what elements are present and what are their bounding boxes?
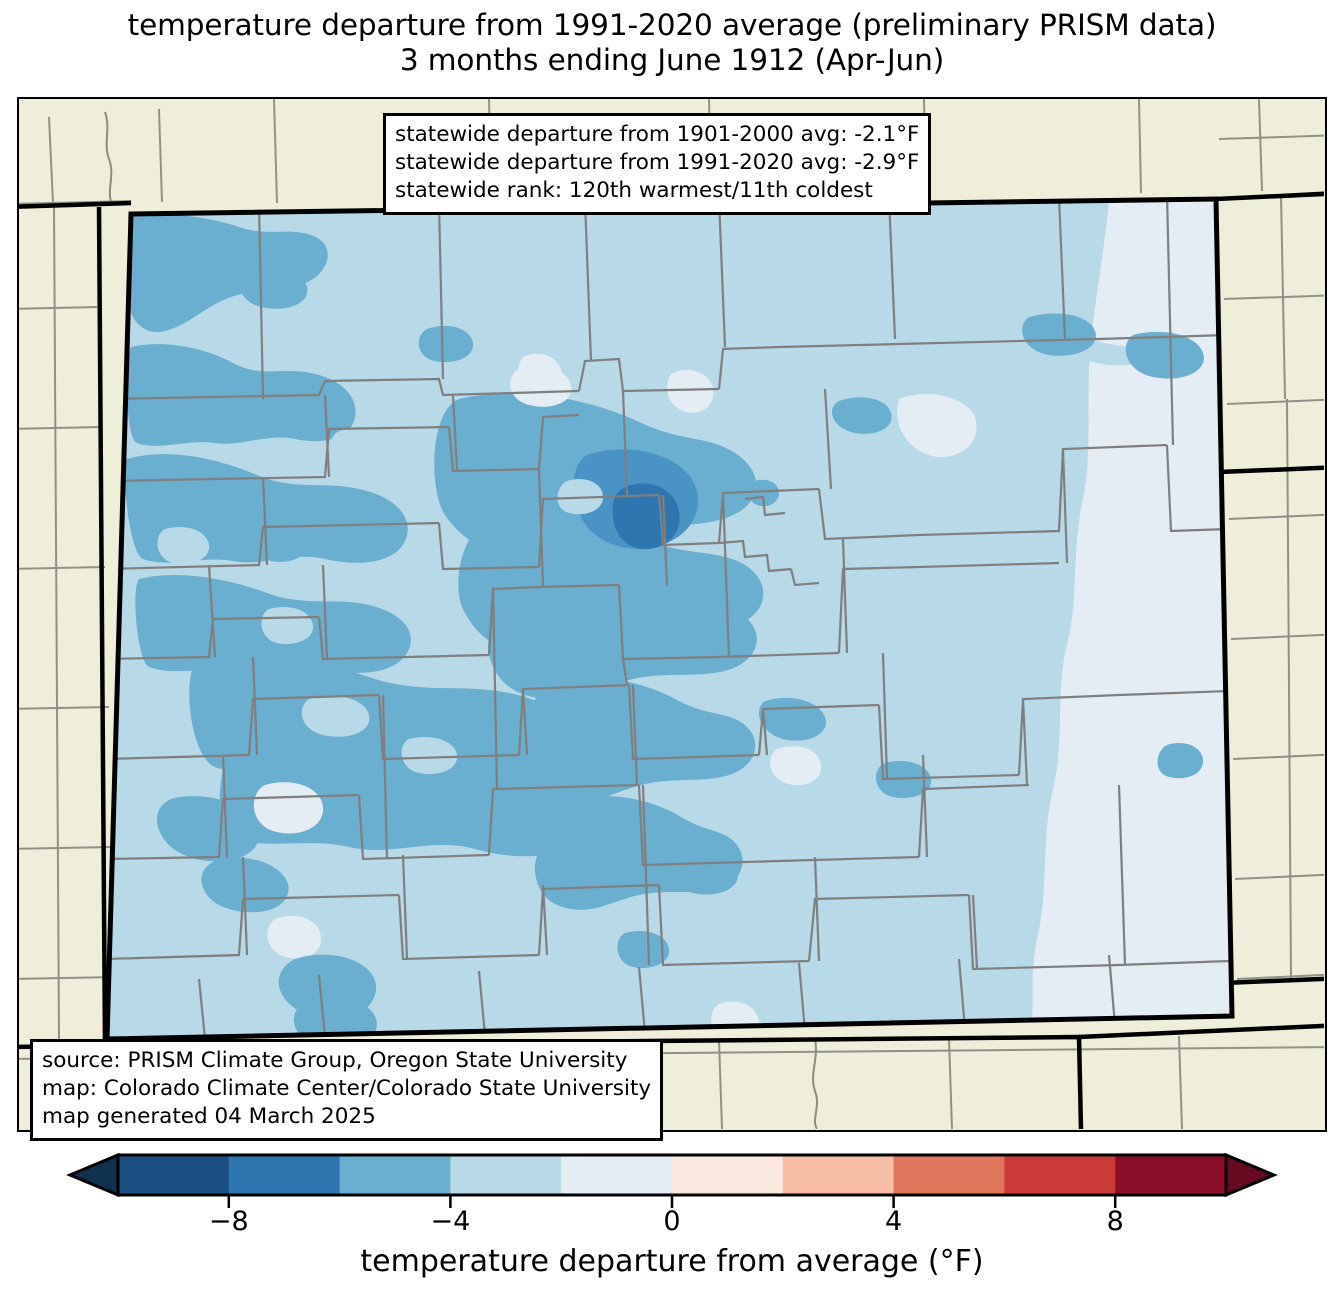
stats-line-3: statewide rank: 120th warmest/11th colde… bbox=[395, 177, 873, 203]
source-line-2: map: Colorado Climate Center/Colorado St… bbox=[42, 1075, 652, 1101]
source-line-3: map generated 04 March 2025 bbox=[42, 1103, 376, 1129]
page-title: temperature departure from 1991-2020 ave… bbox=[0, 8, 1344, 79]
colorbar-band bbox=[339, 1155, 451, 1195]
colorbar-axis-label: temperature departure from average (°F) bbox=[360, 1244, 984, 1279]
statewide-stats-box: statewide departure from 1901-2000 avg: … bbox=[383, 113, 932, 215]
colorbar-bands bbox=[66, 1152, 1278, 1198]
temperature-departure-raster bbox=[107, 199, 1232, 1039]
title-line-1: temperature departure from 1991-2020 ave… bbox=[127, 8, 1217, 42]
colorbar-tick-label: −8 bbox=[208, 1206, 249, 1237]
colorbar-band bbox=[561, 1155, 673, 1195]
stats-line-1: statewide departure from 1901-2000 avg: … bbox=[395, 122, 920, 147]
colorbar-band bbox=[228, 1155, 341, 1195]
colorbar-band bbox=[782, 1155, 895, 1195]
map-panel[interactable] bbox=[17, 97, 1327, 1132]
colorbar-graphic bbox=[66, 1152, 1278, 1208]
colorbar-tick-label: −4 bbox=[430, 1206, 471, 1237]
colorbar-band bbox=[1004, 1155, 1116, 1195]
source-attribution-box: source: PRISM Climate Group, Oregon Stat… bbox=[30, 1039, 664, 1141]
stats-line-2: statewide departure from 1991-2020 avg: … bbox=[395, 149, 920, 175]
colorbar-under-arrow bbox=[66, 1152, 120, 1198]
title-line-2: 3 months ending June 1912 (Apr-Jun) bbox=[399, 43, 945, 78]
county-boundaries-layer bbox=[107, 199, 1230, 1039]
colorbar: −8 −4 0 4 8 temperature departure from avera… bbox=[0, 1148, 1344, 1299]
colorbar-band bbox=[1115, 1155, 1227, 1195]
colorbar-ticks bbox=[227, 1195, 1117, 1208]
colorbar-band bbox=[893, 1155, 1005, 1195]
colorbar-over-arrow bbox=[1224, 1152, 1278, 1198]
colorbar-band bbox=[450, 1155, 562, 1195]
colorbar-tick-label: 0 bbox=[663, 1206, 681, 1237]
colorbar-band bbox=[118, 1155, 230, 1195]
colorbar-band bbox=[672, 1155, 784, 1195]
colorbar-tick-label: 4 bbox=[885, 1206, 903, 1237]
source-line-1: source: PRISM Climate Group, Oregon Stat… bbox=[42, 1048, 628, 1073]
colorado-temperature-departure-map[interactable] bbox=[19, 99, 1324, 1129]
colorbar-tick-label: 8 bbox=[1106, 1206, 1124, 1237]
